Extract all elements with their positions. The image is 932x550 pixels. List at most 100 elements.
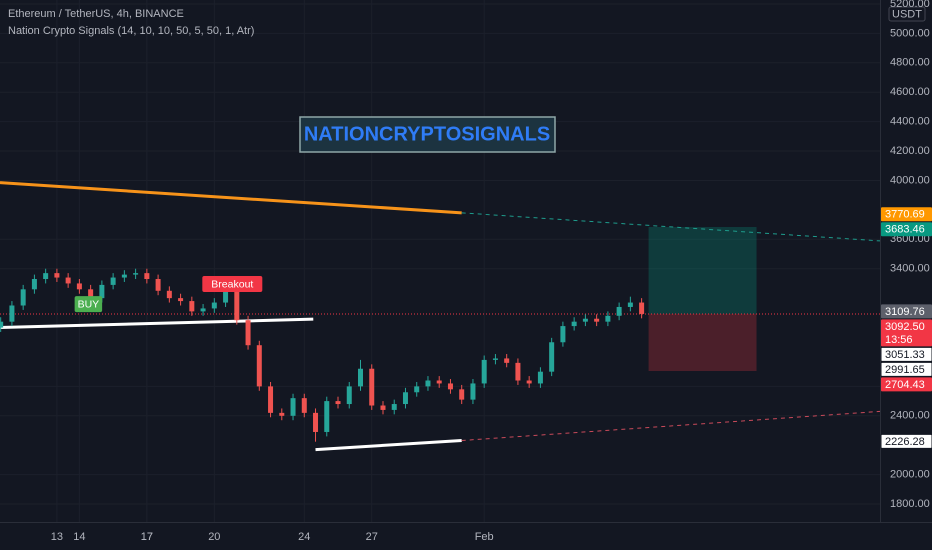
price-tag-label: 3092.50 <box>885 321 925 333</box>
price-tag-label: 3051.33 <box>885 349 925 361</box>
trend-line <box>315 439 462 452</box>
unit-box <box>888 6 926 22</box>
candle-body <box>223 289 229 303</box>
candle-body <box>515 362 521 381</box>
candle-body <box>391 404 397 410</box>
candle-body <box>549 342 555 372</box>
candle-body <box>369 368 375 406</box>
chart-title: Ethereum / TetherUS, 4h, BINANCE <box>8 8 184 20</box>
candle-body <box>537 371 543 384</box>
candle-body <box>605 315 611 322</box>
candle-body <box>31 279 37 290</box>
x-tick-label: 17 <box>141 531 153 543</box>
signal-label: Breakout <box>211 278 253 290</box>
y-tick-label: 3400.00 <box>890 263 930 275</box>
stop-loss-zone <box>648 313 757 372</box>
candle-body <box>560 326 566 343</box>
price-tag-box <box>881 377 932 392</box>
candle-body <box>627 302 633 307</box>
candle-body <box>234 289 240 321</box>
price-tag-box <box>881 222 932 237</box>
candle-body <box>492 358 498 360</box>
y-tick-label: 4200.00 <box>890 145 930 157</box>
watermark-box <box>299 116 556 153</box>
overlay: NATIONCRYPTOSIGNALS <box>299 116 556 153</box>
candle-body <box>144 273 150 280</box>
price-tag-box <box>881 319 932 347</box>
candle-body <box>447 383 453 390</box>
candle-body <box>178 298 184 302</box>
x-tick-label: 24 <box>298 531 310 543</box>
y-tick-label: 5000.00 <box>890 27 930 39</box>
candle-body <box>459 389 465 400</box>
candle-body <box>9 305 15 322</box>
trend-line <box>461 212 881 242</box>
y-tick-label: 1800.00 <box>890 498 930 510</box>
candle-body <box>0 321 4 328</box>
candle-body <box>504 358 510 363</box>
candle-body <box>20 289 26 306</box>
indicator-title: Nation Crypto Signals (14, 10, 10, 50, 5… <box>8 25 254 37</box>
candle-body <box>436 380 442 384</box>
take-profit-zone <box>648 227 757 314</box>
y-tick-label: 3600.00 <box>890 233 930 245</box>
candle-body <box>290 398 296 416</box>
candle-body <box>301 398 307 413</box>
countdown: 13:56 <box>885 334 913 346</box>
candle-body <box>99 284 105 299</box>
candle-body <box>425 380 431 387</box>
candle-body <box>639 302 645 314</box>
candle-body <box>616 306 622 316</box>
candle-body <box>43 273 49 280</box>
candle-body <box>358 368 364 387</box>
candle-body <box>481 359 487 384</box>
y-tick-label: 2400.00 <box>890 410 930 422</box>
signal-label: BUY <box>78 298 100 310</box>
candle-body <box>335 401 341 405</box>
y-tick-label: 4000.00 <box>890 174 930 186</box>
candle-body <box>54 273 60 278</box>
axis-unit: USDT <box>892 8 922 20</box>
candle-body <box>571 321 577 327</box>
candle-body <box>166 290 172 299</box>
candle-body <box>88 289 94 299</box>
trend-line <box>461 410 881 442</box>
candle-body <box>65 277 71 284</box>
y-tick-label: 4800.00 <box>890 57 930 69</box>
price-tag-box <box>881 304 932 319</box>
candle-body <box>414 386 420 393</box>
candle-body <box>211 302 217 309</box>
candle-body <box>313 412 319 432</box>
candle-body <box>380 405 386 410</box>
candle-body <box>402 392 408 405</box>
price-tag-box <box>881 207 932 222</box>
candle-body <box>279 412 285 416</box>
trend-line <box>0 317 314 330</box>
candle-body <box>133 273 139 275</box>
x-tick-label: 17 <box>141 531 153 543</box>
candle-body <box>256 345 262 387</box>
candle-body <box>582 318 588 322</box>
candle-body <box>594 318 600 322</box>
y-tick-label: 4600.00 <box>890 86 930 98</box>
y-tick-label: 4400.00 <box>890 116 930 128</box>
candle-body <box>245 320 251 346</box>
price-tag-label: 3683.46 <box>885 224 925 236</box>
price-tag-box <box>880 433 932 449</box>
x-tick-label: 27 <box>366 531 378 543</box>
y-tick-label: 2000.00 <box>890 469 930 481</box>
watermark: NATIONCRYPTOSIGNALS <box>304 123 550 145</box>
x-tick-label: 13 <box>51 531 63 543</box>
price-tag-box <box>880 361 932 377</box>
signal-label-box <box>74 296 103 313</box>
price-tag-label: 2226.28 <box>885 436 925 448</box>
candle-body <box>526 380 532 384</box>
trend-line <box>0 181 462 215</box>
candle-body <box>189 301 195 312</box>
y-tick-label: 5200.00 <box>890 0 930 10</box>
plot: BUY Breakout <box>0 181 881 452</box>
candle-body <box>268 386 274 413</box>
